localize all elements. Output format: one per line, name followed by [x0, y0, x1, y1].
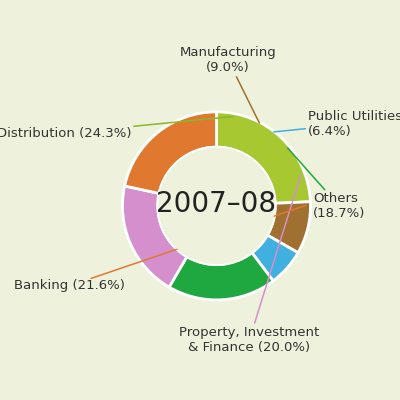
Wedge shape: [252, 235, 298, 281]
Wedge shape: [268, 202, 310, 253]
Circle shape: [159, 148, 274, 264]
Text: Manufacturing
(9.0%): Manufacturing (9.0%): [180, 46, 277, 123]
Text: Distribution (24.3%): Distribution (24.3%): [0, 116, 233, 140]
Wedge shape: [125, 112, 216, 194]
Wedge shape: [216, 112, 310, 203]
Wedge shape: [122, 186, 187, 287]
Text: Others
(18.7%): Others (18.7%): [288, 148, 365, 220]
Text: Property, Investment
& Finance (20.0%): Property, Investment & Finance (20.0%): [179, 175, 320, 354]
Text: 2007–08: 2007–08: [156, 190, 276, 218]
Circle shape: [157, 146, 276, 265]
Text: Banking (21.6%): Banking (21.6%): [14, 206, 306, 292]
Text: Public Utilities
(6.4%): Public Utilities (6.4%): [274, 110, 400, 138]
Wedge shape: [169, 253, 273, 300]
